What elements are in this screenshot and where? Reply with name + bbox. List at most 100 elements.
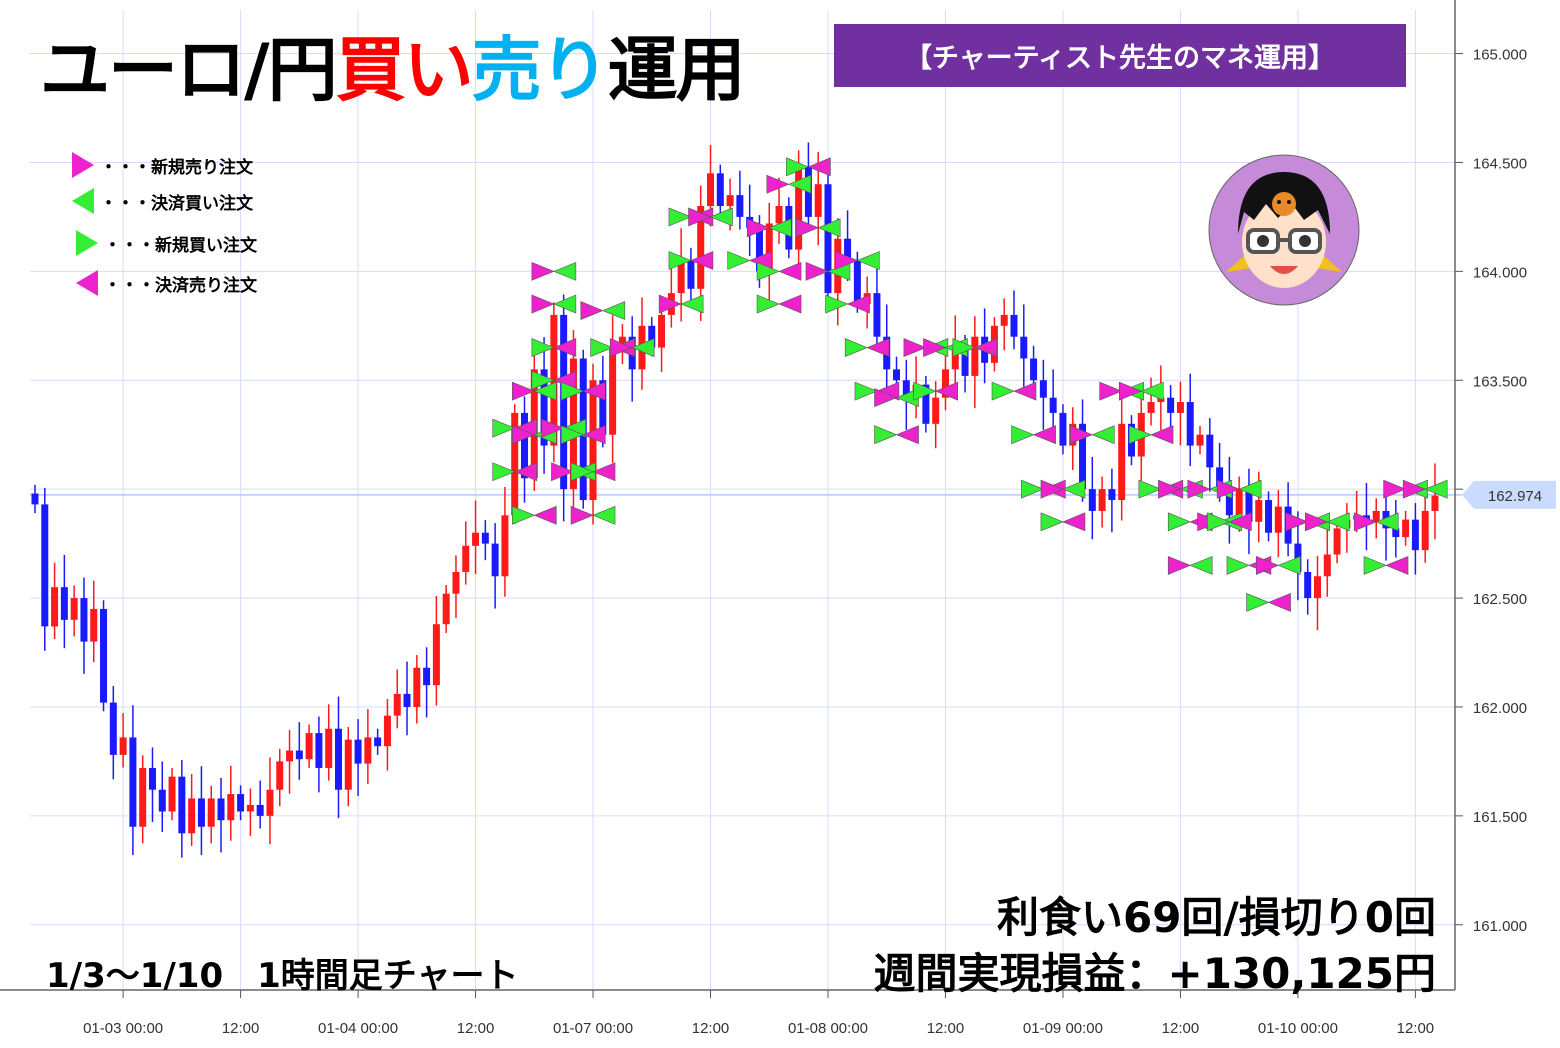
candle-body — [1216, 467, 1224, 490]
exit-order-marker — [1189, 555, 1213, 575]
exit-order-marker — [533, 505, 557, 525]
period-label: 1/3～1/10 1時間足チャート — [46, 956, 519, 996]
x-tick-label: 12:00 — [1162, 1020, 1200, 1037]
candle-body — [334, 728, 342, 790]
candle-body — [951, 347, 959, 370]
candle-body — [227, 794, 235, 821]
entry-order-marker — [756, 261, 780, 281]
entry-order-marker — [1187, 479, 1211, 499]
exit-order-marker — [1032, 425, 1056, 445]
candle-body — [1079, 423, 1087, 490]
entry-order-marker — [786, 157, 810, 177]
candle-body — [941, 369, 949, 398]
entry-order-marker — [1216, 479, 1240, 499]
candle-body — [677, 260, 685, 294]
candle-body — [178, 776, 186, 834]
exit-order-marker — [690, 251, 714, 270]
candle-body — [374, 737, 382, 747]
candle-body — [1167, 397, 1175, 413]
exit-order-marker — [846, 294, 870, 314]
entry-order-marker — [805, 261, 829, 281]
teacher-avatar-icon — [1208, 154, 1360, 306]
entry-order-marker — [991, 381, 1015, 401]
candle-body — [1323, 554, 1331, 577]
entry-order-marker — [844, 338, 868, 358]
candle-body — [491, 543, 499, 577]
entry-order-marker — [1402, 479, 1426, 499]
candle-body — [1372, 510, 1380, 522]
triangle-right-magenta-icon — [72, 152, 94, 178]
trade-count-summary: 利食い69回/損切り0回 — [996, 893, 1436, 942]
candle-body — [569, 358, 577, 490]
entry-order-marker — [688, 207, 712, 227]
entry-order-marker — [531, 370, 555, 390]
candle-body — [1176, 402, 1184, 413]
candle-body — [1039, 380, 1047, 398]
y-tick-label: 164.000 — [1473, 264, 1527, 281]
exit-order-marker — [817, 218, 841, 238]
exit-order-marker — [1150, 425, 1174, 445]
entry-order-marker — [1304, 512, 1329, 532]
candle-body — [1402, 519, 1410, 538]
candle-body — [775, 206, 783, 224]
candle-body — [1098, 489, 1106, 511]
candle-body — [217, 798, 225, 821]
title-pair: ユーロ/円 — [40, 29, 338, 111]
candle-body — [139, 767, 147, 827]
exit-order-marker — [807, 157, 831, 177]
entry-order-marker — [903, 338, 927, 358]
candle-body — [1118, 423, 1126, 501]
entry-order-marker — [580, 301, 604, 321]
candle-body — [41, 504, 49, 627]
candle-body — [560, 314, 568, 490]
candle-body — [540, 369, 548, 446]
candle-body — [80, 598, 88, 642]
exit-order-marker — [1238, 479, 1262, 499]
candle-body — [658, 314, 666, 348]
y-tick-label: 164.500 — [1473, 155, 1527, 172]
entry-order-marker — [1207, 512, 1231, 532]
candle-body — [1333, 528, 1341, 555]
candle-body — [755, 227, 763, 272]
candle-body — [413, 667, 421, 707]
candle-body — [1245, 489, 1253, 522]
candle-body — [129, 737, 137, 827]
candle-body — [1010, 314, 1018, 337]
y-tick-label: 162.500 — [1473, 591, 1527, 608]
candle-body — [1157, 397, 1165, 403]
entry-order-marker — [511, 381, 536, 401]
candle-body — [716, 173, 724, 207]
candle-body — [1392, 528, 1400, 538]
legend-label: ・・・新規買い注文 — [104, 235, 257, 256]
candle-body — [971, 336, 979, 376]
title-buy: 買い — [335, 29, 474, 111]
exit-order-marker — [1375, 512, 1399, 532]
candle-body — [501, 515, 509, 577]
entry-order-marker — [668, 251, 692, 270]
exit-order-marker — [1277, 555, 1301, 575]
candle-body — [315, 733, 323, 768]
entry-order-marker — [795, 218, 819, 238]
entry-order-marker — [1383, 479, 1407, 499]
candle-body — [393, 693, 401, 716]
exit-order-marker — [592, 462, 616, 482]
exit-order-marker — [1267, 592, 1291, 612]
exit-order-marker — [1228, 512, 1252, 532]
candle-body — [119, 737, 127, 755]
entry-order-marker — [1138, 479, 1162, 499]
candle-body — [1020, 336, 1028, 359]
x-tick-label: 01-10 00:00 — [1258, 1020, 1338, 1037]
exit-order-marker — [1326, 512, 1350, 532]
candle-body — [1196, 434, 1204, 446]
subtitle-text: 【チャーティスト先生のマネ運用】 — [904, 43, 1336, 74]
exit-order-marker — [582, 381, 606, 401]
candle-body — [403, 693, 411, 707]
entry-order-marker — [531, 261, 555, 281]
entry-order-marker — [1167, 555, 1192, 575]
candle-body — [609, 347, 617, 435]
candle-body — [1431, 495, 1439, 511]
triangle-left-magenta-icon — [76, 270, 98, 296]
candle-body — [1225, 489, 1233, 516]
